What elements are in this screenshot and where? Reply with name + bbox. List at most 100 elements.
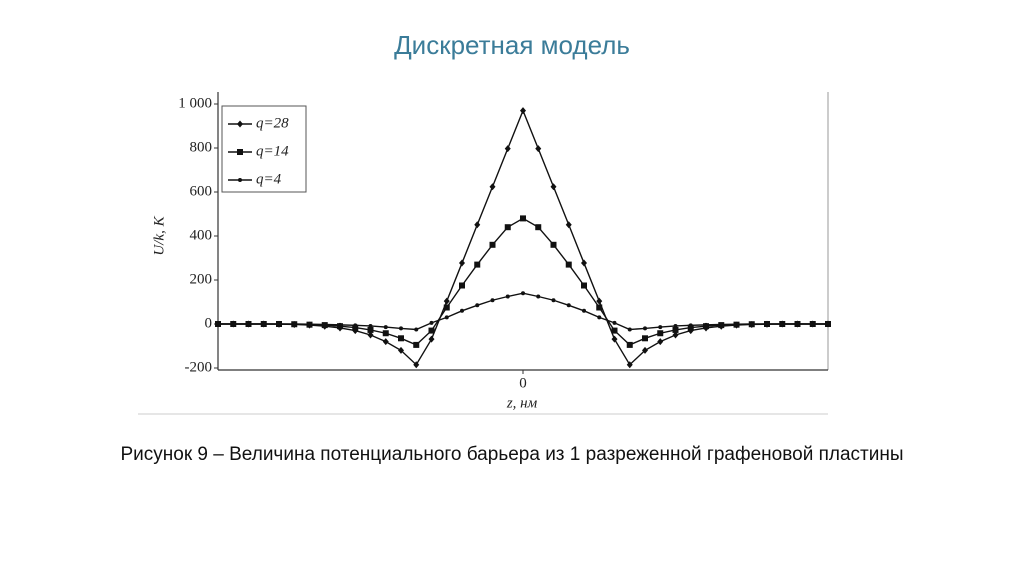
y-axis-label: U/k, K	[151, 215, 167, 255]
marker	[353, 323, 358, 328]
marker	[581, 282, 587, 289]
marker	[612, 320, 617, 325]
marker	[611, 327, 618, 334]
marker	[536, 294, 541, 299]
marker	[504, 224, 511, 231]
marker	[626, 341, 633, 348]
marker	[489, 241, 496, 248]
marker	[474, 221, 481, 229]
marker	[367, 326, 374, 333]
marker	[460, 308, 464, 313]
marker	[277, 322, 281, 326]
marker	[238, 178, 242, 182]
marker	[826, 322, 830, 326]
marker	[581, 259, 587, 267]
marker	[535, 145, 542, 153]
marker	[382, 338, 389, 346]
marker	[520, 107, 526, 115]
legend-box	[221, 105, 307, 193]
marker	[398, 346, 404, 354]
marker	[749, 322, 754, 326]
marker	[474, 261, 481, 268]
y-tick-label: -200	[185, 359, 213, 375]
figure-caption: Рисунок 9 – Величина потенциального барь…	[120, 444, 904, 465]
marker	[443, 297, 450, 305]
legend-label: q=28	[256, 115, 289, 131]
marker	[398, 335, 404, 342]
marker	[489, 183, 496, 191]
marker	[216, 322, 220, 326]
marker	[627, 327, 632, 332]
marker	[657, 338, 664, 346]
marker	[795, 322, 800, 326]
marker	[475, 303, 480, 308]
marker	[322, 322, 327, 327]
marker	[443, 304, 450, 311]
marker	[399, 326, 403, 331]
legend-label: q=4	[256, 171, 282, 187]
marker	[383, 325, 388, 330]
marker	[367, 331, 374, 339]
x-axis-label: z, нм	[506, 395, 538, 411]
marker	[505, 294, 510, 299]
y-tick-label: 200	[190, 271, 213, 287]
marker	[521, 291, 525, 296]
marker	[657, 330, 664, 337]
marker	[626, 361, 633, 369]
marker	[459, 259, 465, 267]
marker	[368, 323, 373, 328]
marker	[672, 326, 679, 333]
marker	[459, 282, 465, 289]
y-tick-label: 0	[205, 315, 213, 331]
marker	[428, 335, 435, 343]
marker	[688, 323, 693, 328]
marker	[672, 331, 679, 339]
marker	[582, 308, 586, 313]
marker	[535, 224, 542, 231]
marker	[338, 322, 342, 327]
marker	[237, 120, 243, 128]
marker	[565, 261, 572, 268]
marker	[566, 303, 571, 308]
marker	[307, 322, 312, 327]
marker	[428, 327, 435, 334]
marker	[597, 315, 602, 320]
marker	[292, 322, 297, 326]
y-tick-label: 600	[190, 183, 213, 199]
marker	[246, 322, 251, 326]
marker	[261, 322, 266, 326]
marker	[810, 322, 815, 326]
x-tick-label: 0	[519, 375, 527, 391]
marker	[704, 322, 708, 327]
marker	[550, 183, 557, 191]
marker	[642, 335, 648, 342]
marker	[429, 320, 434, 325]
marker	[673, 323, 678, 328]
marker	[551, 298, 556, 303]
marker	[414, 327, 419, 332]
marker	[504, 145, 511, 153]
marker	[596, 304, 603, 311]
marker	[765, 322, 769, 326]
marker	[413, 341, 420, 348]
legend-label: q=14	[256, 143, 289, 159]
marker	[643, 326, 647, 331]
y-tick-label: 400	[190, 227, 213, 243]
marker	[658, 325, 663, 330]
y-tick-label: 800	[190, 139, 213, 155]
marker	[719, 322, 724, 327]
marker	[490, 298, 495, 303]
marker	[237, 149, 243, 155]
slide-title: Дискретная модель	[394, 30, 630, 60]
marker	[444, 315, 449, 320]
marker	[565, 221, 572, 229]
marker	[352, 324, 359, 331]
marker	[520, 215, 526, 222]
marker	[734, 322, 739, 327]
marker	[382, 330, 389, 337]
marker	[642, 346, 648, 354]
marker	[596, 297, 603, 305]
marker	[780, 322, 785, 326]
